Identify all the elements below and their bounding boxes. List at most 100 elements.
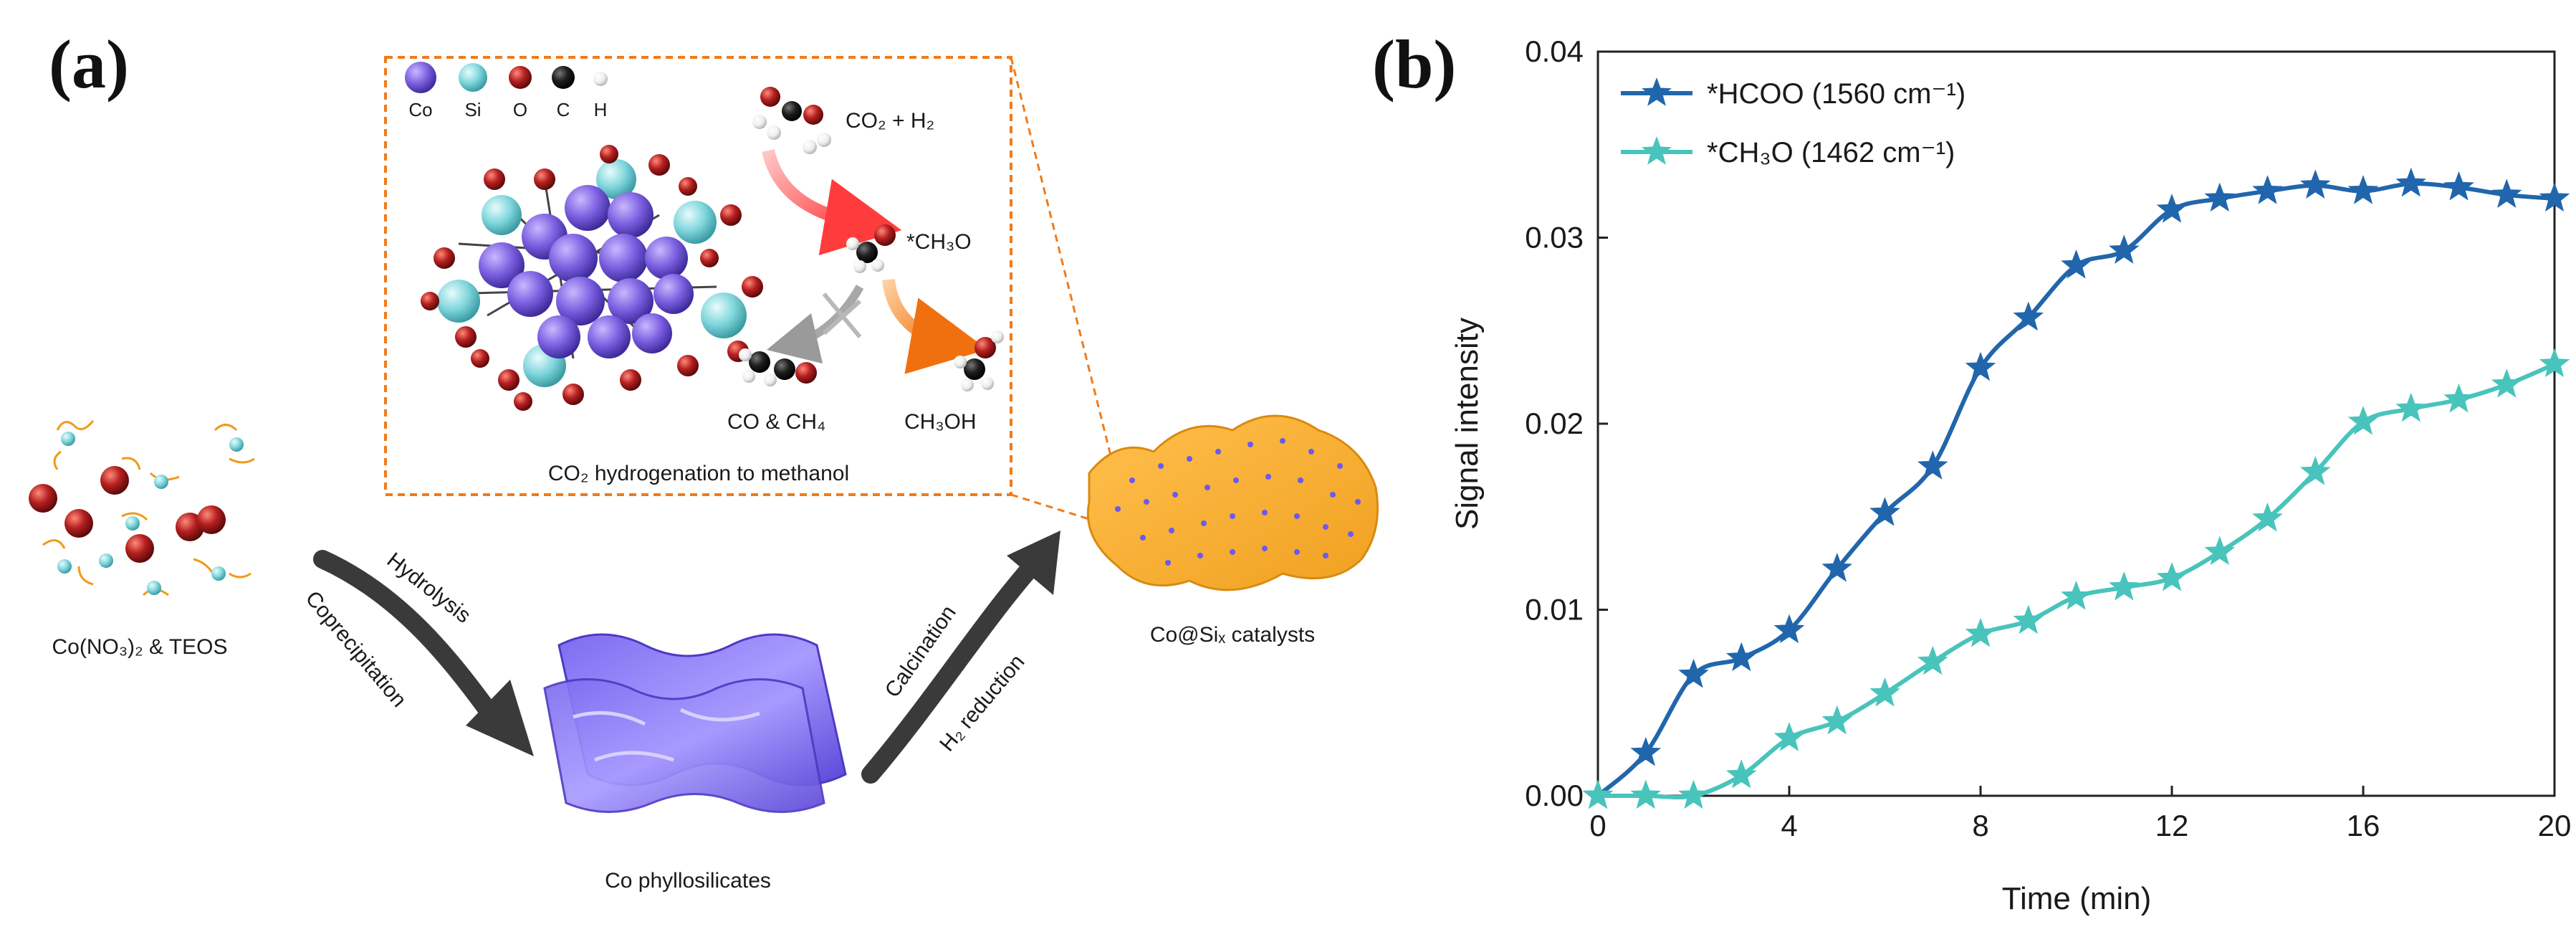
line-chart: 0 4 8 12 16 20 0.00 0.01 0.02 0.03 0.04 Time (min)… <box>1450 34 2571 916</box>
data-point-star <box>2299 169 2331 199</box>
data-point-star <box>2156 194 2188 223</box>
y-tick-label: 0.00 <box>1525 779 1584 812</box>
data-point-star <box>1630 736 1662 766</box>
legend-entry: *CH₃O (1462 cm⁻¹) <box>1707 137 1955 168</box>
y-tick-label: 0.02 <box>1525 406 1584 440</box>
y-tick-label: 0.04 <box>1525 34 1584 68</box>
axis-ticks: 0 4 8 12 16 20 0.00 0.01 0.02 0.03 0.04 <box>1525 34 2571 842</box>
byproducts-label: CO & CH₄ <box>727 410 825 434</box>
data-point-star <box>2204 536 2236 566</box>
x-tick-label: 16 <box>2347 809 2380 842</box>
legend-entry: *HCOO (1560 cm⁻¹) <box>1707 78 1965 110</box>
co-ch4-molecules <box>739 348 817 386</box>
data-point-star <box>1630 779 1662 809</box>
x-tick-label: 0 <box>1589 809 1606 842</box>
y-tick-label: 0.01 <box>1525 593 1584 627</box>
data-point-star <box>1773 614 1805 644</box>
legend-h-label: H <box>594 99 608 120</box>
data-point-star <box>1821 552 1853 582</box>
data-point-star <box>1917 645 1948 675</box>
data-point-star <box>1965 617 1996 647</box>
data-point-star <box>2443 171 2474 201</box>
data-point-star <box>2299 456 2331 485</box>
data-point-star <box>2443 383 2474 413</box>
panel-a-label: (a) <box>49 26 129 103</box>
phyllosilicate-sheets <box>543 633 847 813</box>
atom-legend: Co Si O C H <box>405 62 608 120</box>
product-label: CH₃OH <box>904 410 977 434</box>
data-point-star <box>2491 179 2522 208</box>
intermediate-material-label: Co phyllosilicates <box>605 869 771 893</box>
red-reaction-arrow <box>762 148 902 256</box>
data-point-star <box>2108 234 2140 264</box>
legend-c-label: C <box>557 99 570 120</box>
orange-reaction-arrow <box>882 278 988 374</box>
x-tick-label: 4 <box>1781 809 1797 842</box>
series-line-0 <box>1596 181 2555 798</box>
step1-arrow-head <box>466 680 534 756</box>
data-point-star <box>2539 348 2570 378</box>
x-tick-label: 12 <box>2155 809 2189 842</box>
y-tick-label: 0.03 <box>1525 221 1584 255</box>
legend-marker <box>1642 136 1672 165</box>
cobalt-silica-cluster <box>421 145 763 411</box>
data-point-star <box>1869 677 1900 707</box>
data-point-star <box>1917 450 1948 480</box>
legend-co-atom <box>405 62 436 93</box>
data-point-star <box>1678 779 1709 809</box>
step2-arrow <box>861 557 1041 784</box>
ch3oh-molecule <box>954 331 1004 391</box>
series-group <box>1582 167 2570 809</box>
legend-marker <box>1642 77 1672 106</box>
step2-arrow-head <box>1007 531 1060 595</box>
co2-h2-molecule <box>752 87 831 154</box>
data-point-star <box>2013 301 2044 331</box>
catalyst-sheet <box>1086 414 1379 591</box>
data-point-star <box>1725 642 1757 672</box>
legend-o-label: O <box>513 99 527 120</box>
legend-si-label: Si <box>464 99 481 120</box>
data-point-star <box>1582 779 1614 809</box>
precursor-spheres <box>29 432 244 595</box>
data-point-star <box>2108 571 2140 601</box>
data-point-star <box>2347 405 2379 435</box>
catalyst-label: Co@Siₓ catalysts <box>1150 623 1315 647</box>
data-point-star <box>1821 705 1853 735</box>
data-point-star <box>1678 658 1709 688</box>
panel-b-label: (b) <box>1372 26 1456 103</box>
x-axis-label: Time (min) <box>2002 881 2152 916</box>
data-point-star <box>1869 497 1900 526</box>
data-point-star <box>1773 722 1805 751</box>
data-point-star <box>2204 182 2236 212</box>
legend: *HCOO (1560 cm⁻¹) *CH₃O (1462 cm⁻¹) <box>1621 77 1965 168</box>
legend-c-atom <box>552 66 575 89</box>
intermediate-label: *CH₃O <box>906 230 972 254</box>
legend-o-atom <box>509 66 532 89</box>
data-point-star <box>2156 561 2188 591</box>
x-tick-label: 20 <box>2538 809 2572 842</box>
data-point-star <box>2061 249 2092 279</box>
y-axis-label: Signal intensity <box>1450 318 1485 530</box>
data-point-star <box>1965 351 1996 381</box>
data-point-star <box>2491 368 2522 398</box>
data-point-star <box>2252 502 2283 532</box>
data-point-star <box>2395 167 2427 197</box>
legend-si-atom <box>459 63 487 92</box>
ch3o-molecule <box>846 224 896 273</box>
legend-h-atom <box>593 72 608 86</box>
reactants-label: CO₂ + H₂ <box>846 109 934 133</box>
data-point-star <box>1725 759 1757 789</box>
data-point-star <box>2252 175 2283 204</box>
data-point-star <box>2013 604 2044 634</box>
precursor-label: Co(NO₃)₂ & TEOS <box>52 635 227 659</box>
x-tick-label: 8 <box>1972 809 1988 842</box>
legend-co-label: Co <box>408 99 432 120</box>
data-point-star <box>2061 580 2092 610</box>
data-point-star <box>2539 182 2570 212</box>
inset-caption: CO₂ hydrogenation to methanol <box>548 462 849 485</box>
data-point-star <box>2395 392 2427 422</box>
blocked-pathway-arrow <box>766 285 864 364</box>
step1-arrow <box>313 550 507 733</box>
zoom-line-upper <box>1010 57 1130 528</box>
